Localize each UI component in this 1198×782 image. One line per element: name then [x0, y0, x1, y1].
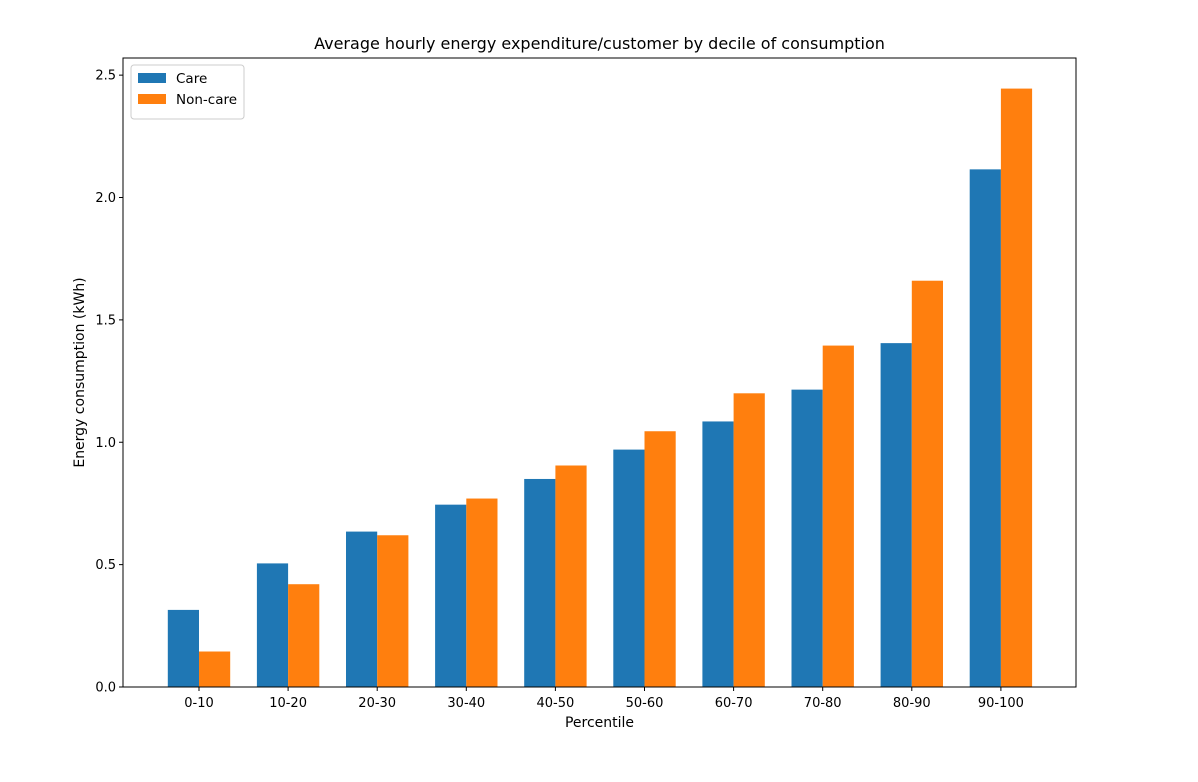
bar-care-30-40 [435, 504, 467, 687]
legend-swatch-non-care [138, 94, 166, 104]
x-tick-label: 90-100 [978, 696, 1024, 711]
y-axis: 0.0 0.5 1.0 1.5 2.0 2.5 [95, 69, 123, 696]
bar-care-10-20 [256, 563, 289, 687]
bar-non-care-70-80 [822, 345, 854, 687]
x-tick-label: 80-90 [893, 696, 931, 711]
bars-layer [167, 88, 1033, 688]
y-tick-label: 1.0 [95, 436, 116, 451]
bar-care-50-60 [613, 449, 645, 687]
bar-non-care-60-70 [733, 393, 765, 687]
x-tick-label: 40-50 [537, 696, 575, 711]
chart-title: Average hourly energy expenditure/custom… [314, 34, 885, 53]
plot-area-frame [122, 57, 1077, 688]
bar-care-60-70 [702, 421, 734, 687]
bar-non-care-80-90 [911, 280, 943, 687]
bar-non-care-50-60 [644, 431, 676, 687]
bar-care-20-30 [346, 531, 378, 687]
bar-non-care-40-50 [555, 465, 587, 687]
bar-non-care-20-30 [377, 535, 409, 687]
x-tick-label: 50-60 [626, 696, 664, 711]
bar-non-care-10-20 [288, 584, 320, 687]
x-axis-title: Percentile [565, 715, 634, 731]
legend-label-care: Care [176, 71, 207, 87]
bar-non-care-30-40 [466, 498, 498, 687]
bar-care-80-90 [880, 343, 912, 687]
x-tick-label: 20-30 [358, 696, 396, 711]
legend-swatch-care [138, 73, 166, 83]
x-tick-label: 10-20 [269, 696, 307, 711]
x-tick-label: 70-80 [804, 696, 842, 711]
bar-care-40-50 [524, 478, 556, 687]
bar-non-care-90-100 [1000, 88, 1033, 688]
y-tick-label: 2.5 [95, 69, 116, 84]
y-tick-label: 2.0 [95, 191, 116, 206]
legend-label-non-care: Non-care [176, 92, 237, 108]
bar-non-care-0-10 [199, 651, 231, 687]
x-tick-label: 0-10 [184, 696, 214, 711]
y-axis-title: Energy consumption (kWh) [72, 277, 88, 467]
y-tick-label: 0.0 [95, 681, 116, 696]
bar-care-90-100 [969, 169, 1001, 688]
y-tick-label: 0.5 [95, 558, 116, 573]
legend: Care Non-care [130, 64, 245, 120]
bar-care-70-80 [791, 389, 823, 687]
x-tick-label: 30-40 [447, 696, 485, 711]
x-tick-label: 60-70 [715, 696, 753, 711]
bar-care-0-10 [167, 609, 199, 687]
x-axis: 0-10 10-20 20-30 30-40 40-50 50-60 60-70 70-80 8… [184, 687, 1024, 711]
y-tick-label: 1.5 [95, 313, 116, 328]
